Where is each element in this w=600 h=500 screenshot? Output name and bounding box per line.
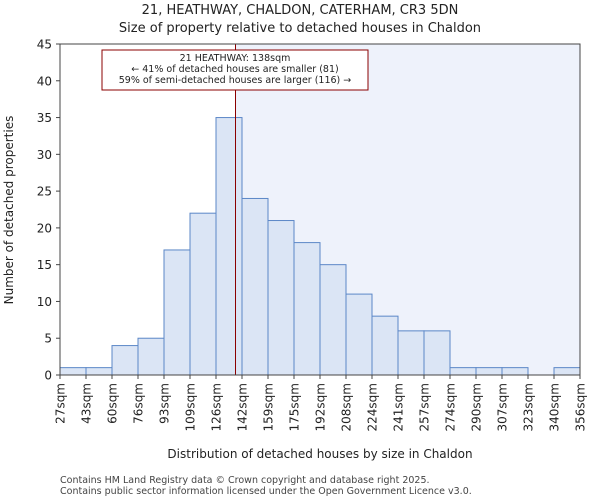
bar-27sqm bbox=[59, 367, 87, 376]
x-tick-label: 224sqm bbox=[366, 383, 380, 431]
y-tick-label: 15 bbox=[37, 258, 52, 272]
bar-224sqm bbox=[371, 315, 399, 376]
bar-340sqm bbox=[553, 367, 581, 376]
bar-76sqm bbox=[137, 337, 165, 376]
bar-208sqm bbox=[345, 293, 373, 376]
bar-126sqm bbox=[215, 117, 243, 376]
bar-192sqm bbox=[319, 264, 347, 376]
bar-257sqm bbox=[423, 330, 451, 376]
y-tick-label: 45 bbox=[37, 38, 52, 52]
y-axis: 0 5 10 15 20 25 30 35 40 45 bbox=[37, 38, 60, 383]
y-tick-label: 30 bbox=[37, 148, 52, 162]
y-axis-label: Number of detached properties bbox=[2, 116, 16, 305]
x-tick-label: 109sqm bbox=[184, 383, 198, 431]
annotation-box bbox=[101, 49, 369, 91]
x-tick-label: 126sqm bbox=[210, 383, 224, 431]
x-tick-label: 257sqm bbox=[418, 383, 432, 431]
bars-group bbox=[59, 117, 581, 376]
x-tick-label: 323sqm bbox=[522, 383, 536, 431]
chart-title: 21, HEATHWAY, CHALDON, CATERHAM, CR3 5DN bbox=[142, 3, 459, 18]
bar-274sqm bbox=[449, 367, 477, 376]
bar-307sqm bbox=[501, 367, 529, 376]
x-tick-label: 76sqm bbox=[132, 383, 146, 424]
bar-142sqm bbox=[241, 197, 269, 376]
chart-subtitle: Size of property relative to detached ho… bbox=[119, 21, 481, 36]
bar-109sqm bbox=[189, 212, 217, 376]
footer-line-2: Contains public sector information licen… bbox=[60, 486, 472, 497]
bar-159sqm bbox=[267, 220, 295, 376]
x-tick-label: 340sqm bbox=[548, 383, 562, 431]
footer-line-1: Contains HM Land Registry data © Crown c… bbox=[60, 475, 430, 486]
y-tick-label: 35 bbox=[37, 111, 52, 125]
bar-43sqm bbox=[85, 367, 113, 376]
annotation-line-1: 21 HEATHWAY: 138sqm bbox=[180, 53, 291, 64]
bar-93sqm bbox=[163, 249, 191, 376]
x-tick-label: 290sqm bbox=[470, 383, 484, 431]
bar-290sqm bbox=[475, 367, 503, 376]
y-tick-label: 10 bbox=[37, 295, 52, 309]
x-tick-label: 307sqm bbox=[496, 383, 510, 431]
x-tick-label: 208sqm bbox=[340, 383, 354, 431]
x-tick-label: 241sqm bbox=[392, 383, 406, 431]
x-tick-label: 142sqm bbox=[236, 383, 250, 431]
x-tick-label: 43sqm bbox=[80, 383, 94, 424]
y-tick-label: 25 bbox=[37, 185, 52, 199]
x-axis: 27sqm 43sqm 60sqm 76sqm 93sqm 109sqm 126sqm 142… bbox=[54, 375, 588, 431]
x-tick-label: 356sqm bbox=[574, 383, 588, 431]
x-tick-label: 175sqm bbox=[288, 383, 302, 431]
bar-175sqm bbox=[293, 242, 321, 376]
y-tick-label: 20 bbox=[37, 221, 52, 235]
x-tick-label: 274sqm bbox=[444, 383, 458, 431]
bar-241sqm bbox=[397, 330, 425, 376]
x-tick-label: 192sqm bbox=[314, 383, 328, 431]
x-tick-label: 60sqm bbox=[106, 383, 120, 424]
bar-60sqm bbox=[111, 345, 139, 376]
y-tick-label: 5 bbox=[44, 332, 52, 346]
plot-frame bbox=[59, 43, 581, 376]
y-tick-label: 0 bbox=[44, 369, 52, 383]
y-tick-label: 40 bbox=[37, 74, 52, 88]
x-axis-label: Distribution of detached houses by size … bbox=[167, 447, 472, 461]
x-tick-label: 159sqm bbox=[262, 383, 276, 431]
annotation-line-2: ← 41% of detached houses are smaller (81… bbox=[131, 64, 338, 75]
x-tick-label: 93sqm bbox=[158, 383, 172, 424]
x-tick-label: 27sqm bbox=[54, 383, 68, 424]
annotation-line-3: 59% of semi-detached houses are larger (… bbox=[119, 75, 352, 86]
